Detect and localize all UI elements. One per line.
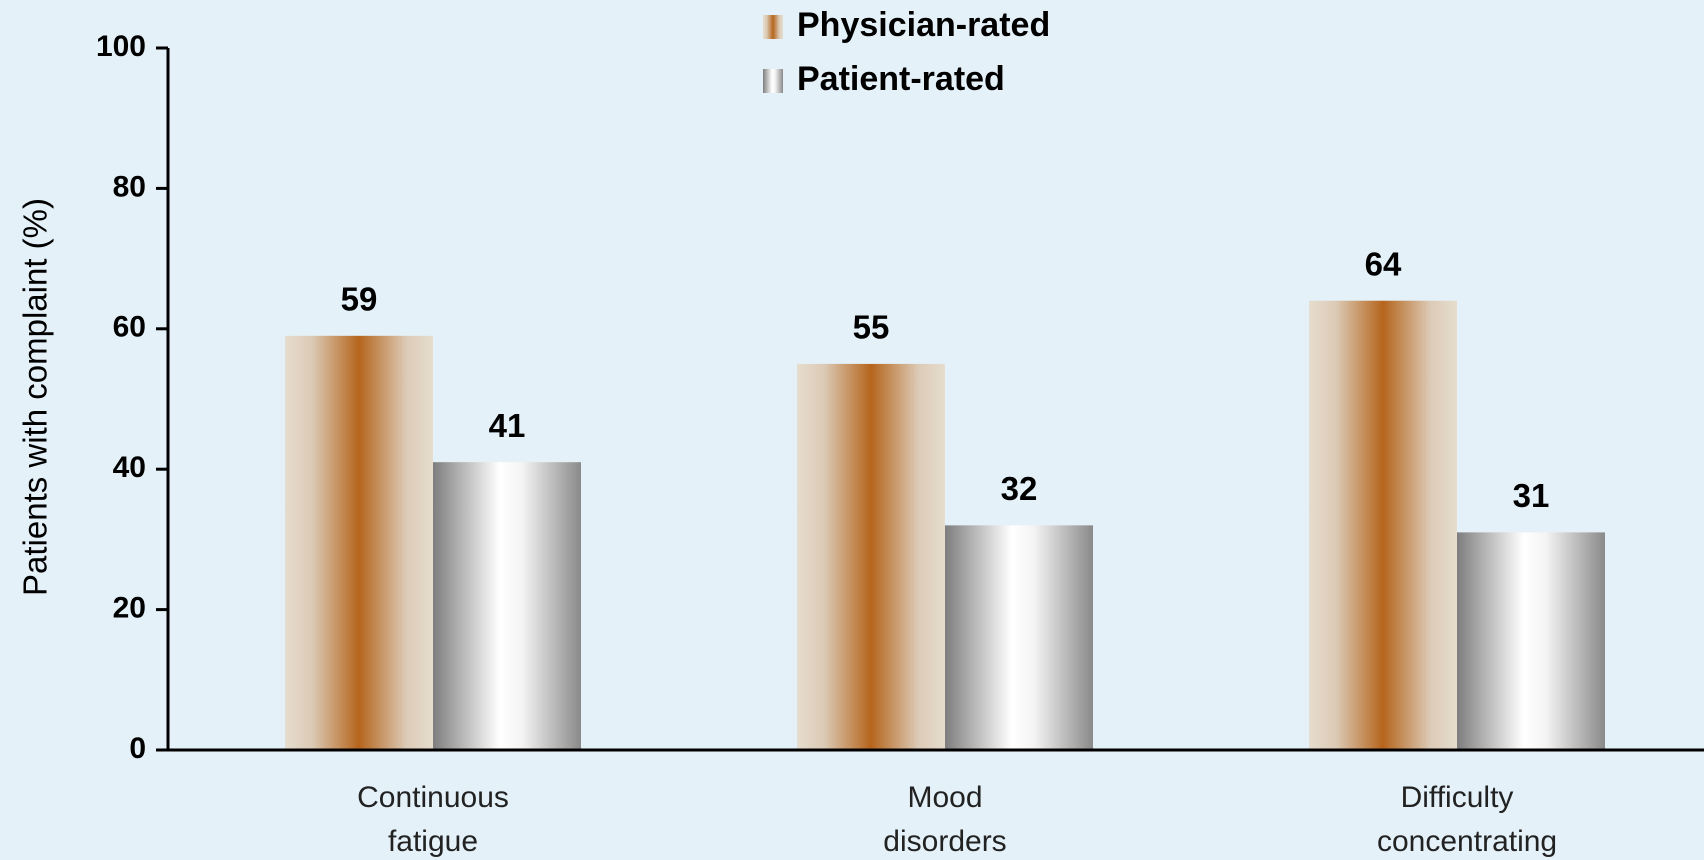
data-label: 41 [489,407,526,444]
x-tick-label: Continuous fatigue [357,781,509,858]
y-tick-label: 0 [129,732,146,765]
y-tick-label: 40 [113,451,146,484]
bar [1457,532,1605,750]
legend-label: Patient-rated [797,60,1005,98]
bar [285,335,433,750]
legend-swatch [763,69,783,93]
y-axis-label: Patients with complaint (%) [17,198,54,596]
bar [1309,300,1457,750]
bar [945,525,1093,750]
y-tick-label: 20 [113,592,146,625]
x-tick-label: Mood disorders [883,781,1007,858]
legend-swatch [763,15,783,39]
y-tick-label: 100 [96,30,146,63]
data-label: 31 [1513,477,1550,514]
data-label: 32 [1001,470,1038,507]
data-label: 59 [341,281,378,318]
data-label: 55 [853,309,890,346]
legend-label: Physician-rated [797,6,1050,44]
x-tick-label: Difficulty concentrating [1377,781,1558,858]
data-label: 64 [1365,245,1402,282]
bar [433,462,581,750]
bar [797,363,945,750]
y-tick-label: 60 [113,311,146,344]
y-tick-label: 80 [113,170,146,203]
